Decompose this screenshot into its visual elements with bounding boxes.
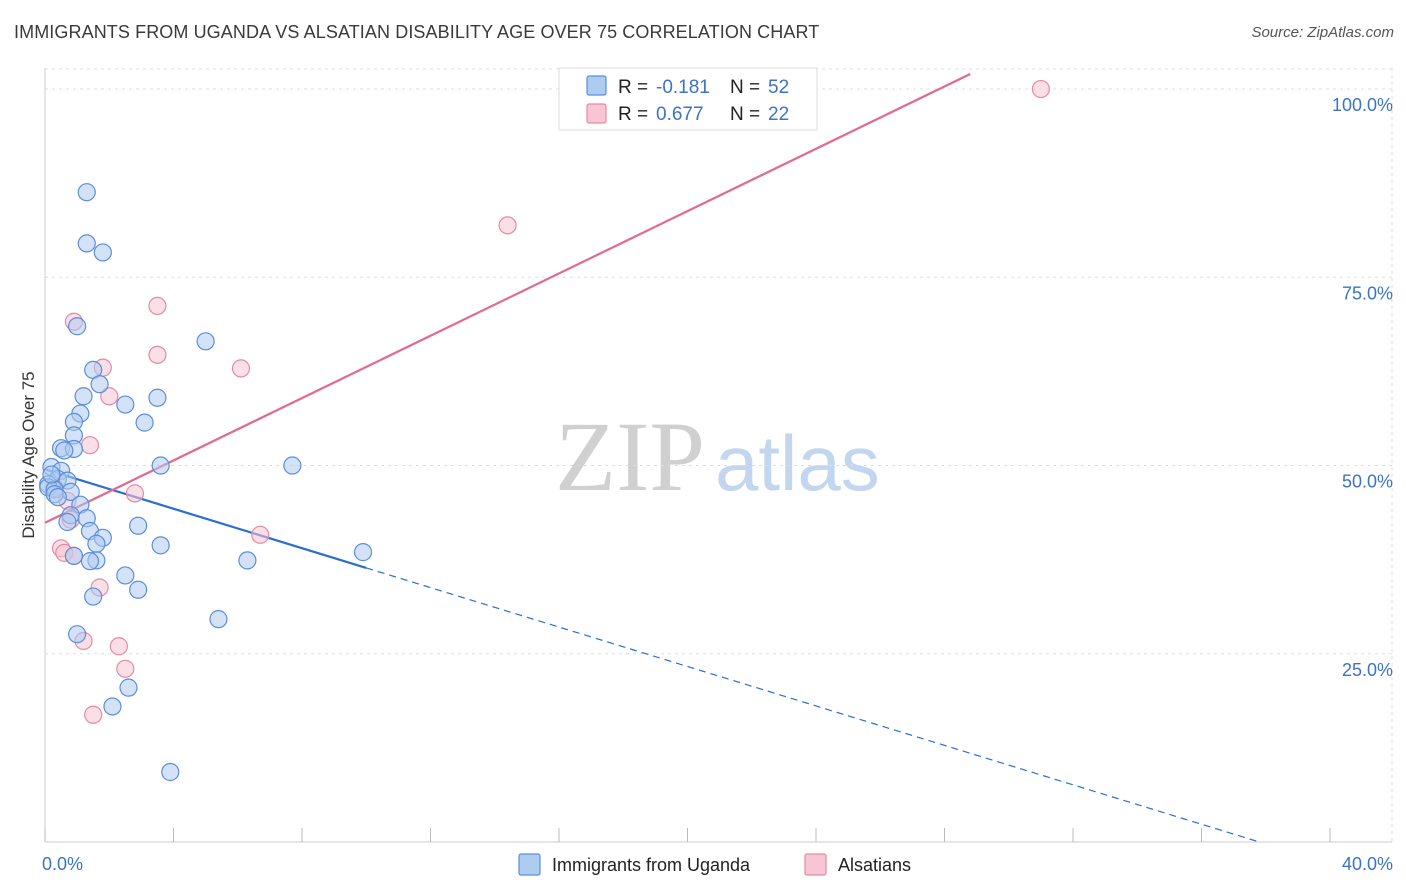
series-legend: Immigrants from Uganda Alsatians — [518, 853, 911, 876]
point-alsatians-9 — [125, 484, 145, 503]
point-uganda-37 — [151, 536, 170, 555]
point-uganda-51 — [42, 465, 61, 484]
watermark-zip: ZIP — [555, 401, 705, 512]
trendlines — [44, 73, 1260, 843]
point-uganda-19 — [283, 456, 302, 475]
point-alsatians-18 — [109, 637, 128, 656]
point-uganda-18 — [151, 456, 170, 475]
point-uganda-48 — [119, 678, 138, 697]
point-uganda-4 — [196, 332, 215, 351]
y-tick-label-2: 75.0% — [1342, 283, 1393, 303]
point-uganda-45 — [84, 587, 103, 606]
legend-n-value-alsatians: 22 — [768, 104, 789, 125]
point-uganda-39 — [64, 546, 84, 565]
point-alsatians-4 — [148, 345, 167, 364]
point-uganda-38 — [353, 543, 373, 562]
point-uganda-3 — [68, 317, 87, 336]
trendline-uganda-dashed — [366, 567, 1260, 843]
point-uganda-16 — [55, 441, 74, 460]
point-uganda-35 — [129, 516, 148, 535]
legend-r-label-uganda: R = — [618, 77, 648, 98]
trendline-uganda-solid — [44, 468, 367, 569]
point-uganda-47 — [68, 625, 87, 644]
legend-n-label-alsatians: N = — [730, 104, 760, 125]
legend-r-value-alsatians: 0.677 — [656, 104, 704, 125]
point-alsatians-19 — [116, 659, 135, 678]
point-uganda-43 — [116, 566, 135, 585]
y-tick-labels: 25.0% 50.0% 75.0% 100.0% — [1332, 95, 1393, 680]
point-uganda-28 — [48, 488, 67, 507]
data-points — [39, 79, 1050, 782]
point-uganda-46 — [209, 610, 228, 629]
point-uganda-0 — [77, 183, 96, 202]
gridlines — [45, 68, 1393, 842]
point-uganda-49 — [103, 697, 122, 716]
point-uganda-42 — [238, 551, 257, 570]
point-uganda-9 — [116, 395, 135, 414]
y-tick-label-1: 50.0% — [1342, 472, 1393, 492]
axes — [44, 68, 1392, 843]
legend-r-label-alsatians: R = — [618, 104, 648, 125]
stats-legend: R = -0.181 N = 52 R = 0.677 N = 22 — [558, 67, 818, 131]
point-uganda-8 — [148, 388, 167, 407]
point-uganda-36 — [87, 534, 106, 553]
point-alsatians-5 — [231, 359, 251, 378]
watermark-atlas: atlas — [715, 419, 880, 507]
series-legend-swatch-uganda — [518, 853, 541, 876]
series-legend-label-alsatians: Alsatians — [838, 855, 911, 875]
point-uganda-44 — [129, 580, 148, 599]
point-alsatians-20 — [84, 705, 103, 724]
series-legend-swatch-alsatians — [804, 853, 827, 876]
watermark: ZIP atlas — [555, 401, 880, 512]
y-axis-label: Disability Age Over 75 — [19, 371, 38, 538]
source-label: Source: ZipAtlas.com — [1251, 24, 1394, 41]
point-uganda-2 — [93, 243, 112, 262]
point-uganda-50 — [161, 762, 180, 782]
legend-n-value-uganda: 52 — [768, 77, 789, 98]
point-uganda-12 — [135, 413, 154, 432]
y-tick-label-0: 25.0% — [1342, 660, 1393, 680]
x-tick-max: 40.0% — [1342, 854, 1393, 874]
chart-title: IMMIGRANTS FROM UGANDA VS ALSATIAN DISAB… — [14, 22, 820, 42]
series-legend-label-uganda: Immigrants from Uganda — [552, 855, 751, 875]
point-uganda-41 — [80, 552, 100, 571]
trendline-alsatians — [44, 73, 971, 524]
point-uganda-32 — [58, 512, 77, 532]
point-uganda-6 — [90, 375, 109, 394]
legend-swatch-uganda — [586, 75, 607, 96]
x-tick-min: 0.0% — [42, 854, 83, 874]
y-tick-label-3: 100.0% — [1332, 95, 1393, 115]
point-alsatians-12 — [251, 525, 270, 544]
legend-n-label-uganda: N = — [730, 77, 760, 98]
point-alsatians-2 — [148, 296, 167, 316]
point-uganda-7 — [74, 387, 93, 406]
point-alsatians-7 — [100, 387, 119, 406]
point-uganda-1 — [77, 234, 96, 253]
point-alsatians-8 — [80, 436, 100, 455]
point-alsatians-0 — [1031, 79, 1050, 99]
legend-r-value-uganda: -0.181 — [656, 77, 710, 98]
point-alsatians-1 — [498, 216, 517, 235]
legend-swatch-alsatians — [586, 103, 607, 124]
